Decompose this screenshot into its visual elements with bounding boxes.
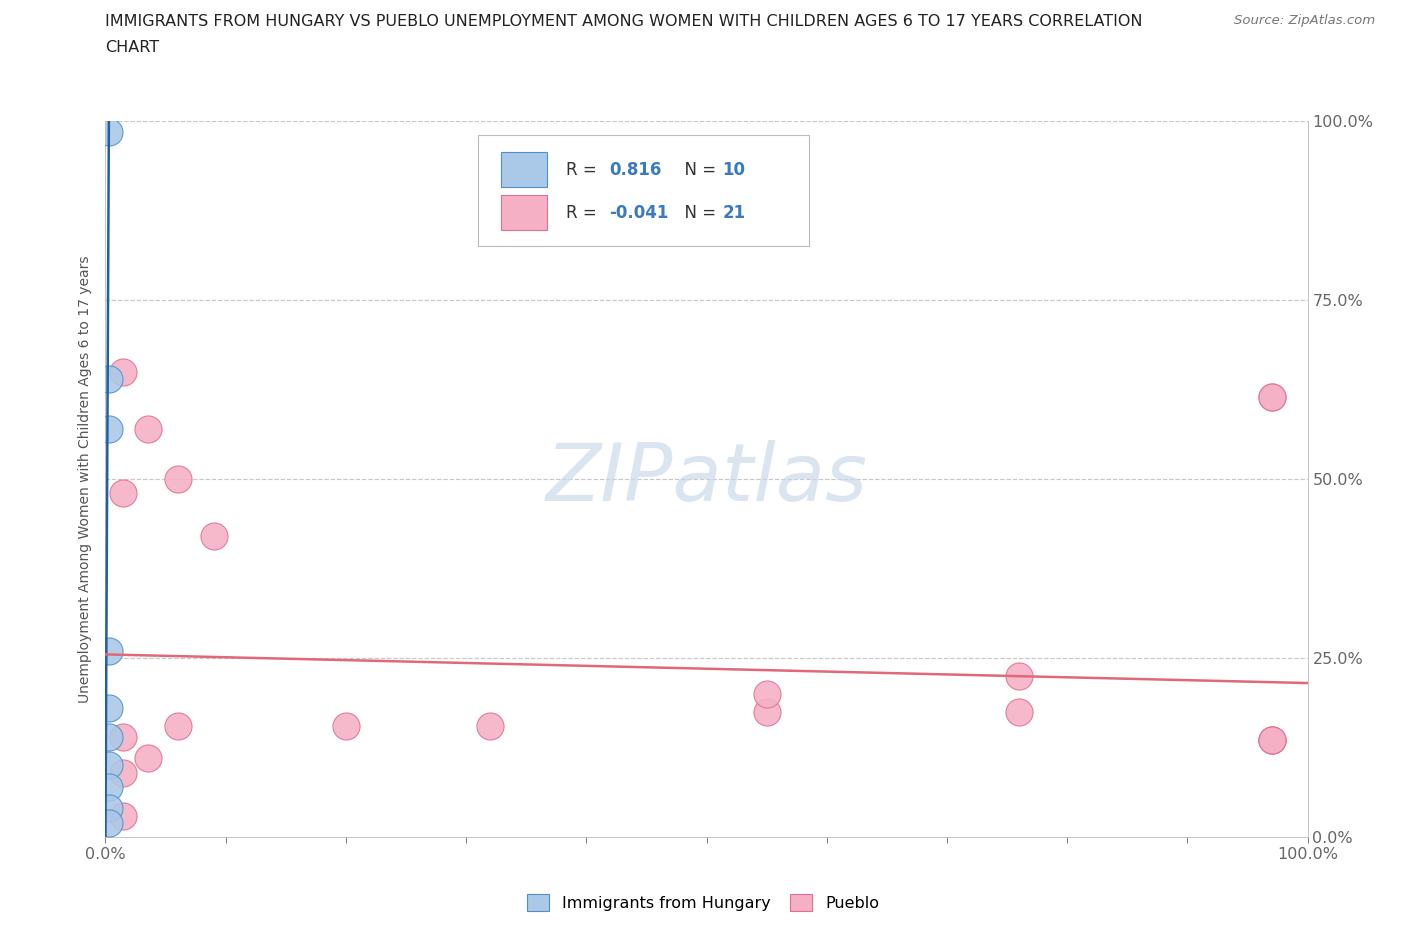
FancyBboxPatch shape [478,135,808,246]
Point [202,529,225,544]
Point [112,364,135,379]
Point [98,421,121,436]
Legend: Immigrants from Hungary, Pueblo: Immigrants from Hungary, Pueblo [520,888,886,917]
FancyBboxPatch shape [501,195,547,230]
Point [98,779,121,794]
Point [98,644,121,658]
Text: CHART: CHART [105,40,159,55]
Text: 0.816: 0.816 [609,161,661,179]
Point [98,758,121,773]
Text: N =: N = [673,204,721,221]
Point [136,751,159,765]
Point [755,704,778,719]
Text: IMMIGRANTS FROM HUNGARY VS PUEBLO UNEMPLOYMENT AMONG WOMEN WITH CHILDREN AGES 6 : IMMIGRANTS FROM HUNGARY VS PUEBLO UNEMPL… [105,14,1143,29]
Point [1260,389,1282,404]
Point [755,686,778,701]
Point [166,472,188,486]
Point [1260,733,1282,748]
Point [112,485,135,500]
Text: R =: R = [565,161,602,179]
Point [136,421,159,436]
Point [479,719,502,734]
Text: Source: ZipAtlas.com: Source: ZipAtlas.com [1234,14,1375,27]
FancyBboxPatch shape [501,153,547,187]
Text: 21: 21 [723,204,745,221]
Point [1260,733,1282,748]
Text: R =: R = [565,204,602,221]
Point [98,729,121,744]
Point [112,729,135,744]
Point [112,808,135,823]
Point [98,700,121,715]
Point [98,371,121,386]
Point [1260,389,1282,404]
Text: -0.041: -0.041 [609,204,668,221]
Point [1008,704,1031,719]
Text: ZIPatlas: ZIPatlas [546,440,868,518]
Y-axis label: Unemployment Among Women with Children Ages 6 to 17 years: Unemployment Among Women with Children A… [77,255,91,703]
Point [98,816,121,830]
Point [112,765,135,780]
Text: 10: 10 [723,161,745,179]
Point [166,719,188,734]
Point [1008,669,1031,684]
Point [98,801,121,816]
Text: N =: N = [673,161,721,179]
Point [1260,733,1282,748]
Point [98,125,121,140]
Point [335,719,357,734]
